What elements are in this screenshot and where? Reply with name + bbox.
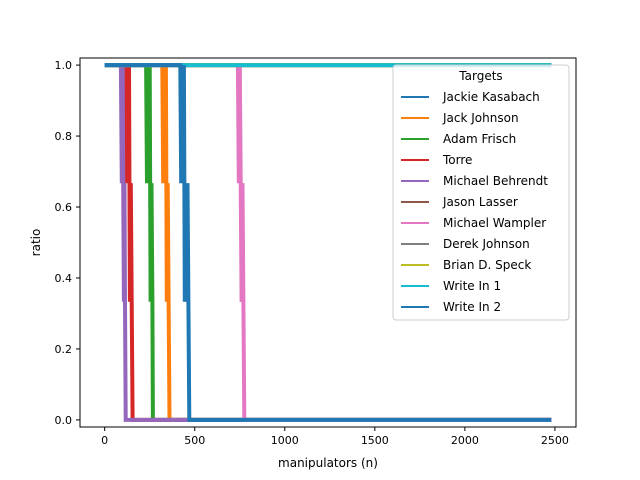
legend-entries: Jackie Kasabach Jack Johnson Adam Frisch To… bbox=[401, 90, 548, 314]
legend-label: Jack Johnson bbox=[442, 111, 519, 125]
x-tick-label: 1000 bbox=[271, 434, 299, 447]
x-tick-label: 2500 bbox=[541, 434, 569, 447]
legend-label: Derek Johnson bbox=[443, 237, 530, 251]
legend-label: Jackie Kasabach bbox=[442, 90, 540, 104]
series-line-7 bbox=[104, 63, 552, 422]
y-axis-label: ratio bbox=[29, 229, 43, 257]
legend-label: Torre bbox=[442, 153, 472, 167]
y-tick-label: 0.0 bbox=[55, 414, 73, 427]
y-tick-label: 0.4 bbox=[55, 272, 73, 285]
y-tick-label: 0.6 bbox=[55, 201, 73, 214]
legend-title: Targets bbox=[458, 69, 502, 83]
legend: Targets Jackie Kasabach Jack Johnson Adam … bbox=[392, 64, 570, 321]
axis-ticks: 0 500 1000 1500 2000 2500 0.0 0.2 0.4 0.6 0.8 1.0 bbox=[55, 59, 569, 447]
legend-label: Write In 2 bbox=[443, 300, 501, 314]
legend-label: Adam Frisch bbox=[443, 132, 516, 146]
x-axis-label: manipulators (n) bbox=[278, 456, 378, 470]
x-tick-label: 0 bbox=[101, 434, 108, 447]
plot-frame bbox=[79, 57, 577, 428]
series-line-5 bbox=[104, 63, 552, 422]
legend-label: Brian D. Speck bbox=[443, 258, 531, 272]
legend-label: Jason Lasser bbox=[442, 195, 518, 209]
y-tick-label: 1.0 bbox=[55, 59, 73, 72]
y-tick-label: 0.2 bbox=[55, 343, 73, 356]
x-tick-label: 1500 bbox=[361, 434, 389, 447]
legend-label: Michael Wampler bbox=[443, 216, 546, 230]
series-line-11 bbox=[104, 63, 552, 422]
x-tick-label: 500 bbox=[184, 434, 205, 447]
y-tick-label: 0.8 bbox=[55, 130, 73, 143]
x-tick-label: 2000 bbox=[451, 434, 479, 447]
legend-label: Michael Behrendt bbox=[443, 174, 548, 188]
legend-box bbox=[392, 64, 570, 321]
legend-label: Write In 1 bbox=[443, 279, 501, 293]
